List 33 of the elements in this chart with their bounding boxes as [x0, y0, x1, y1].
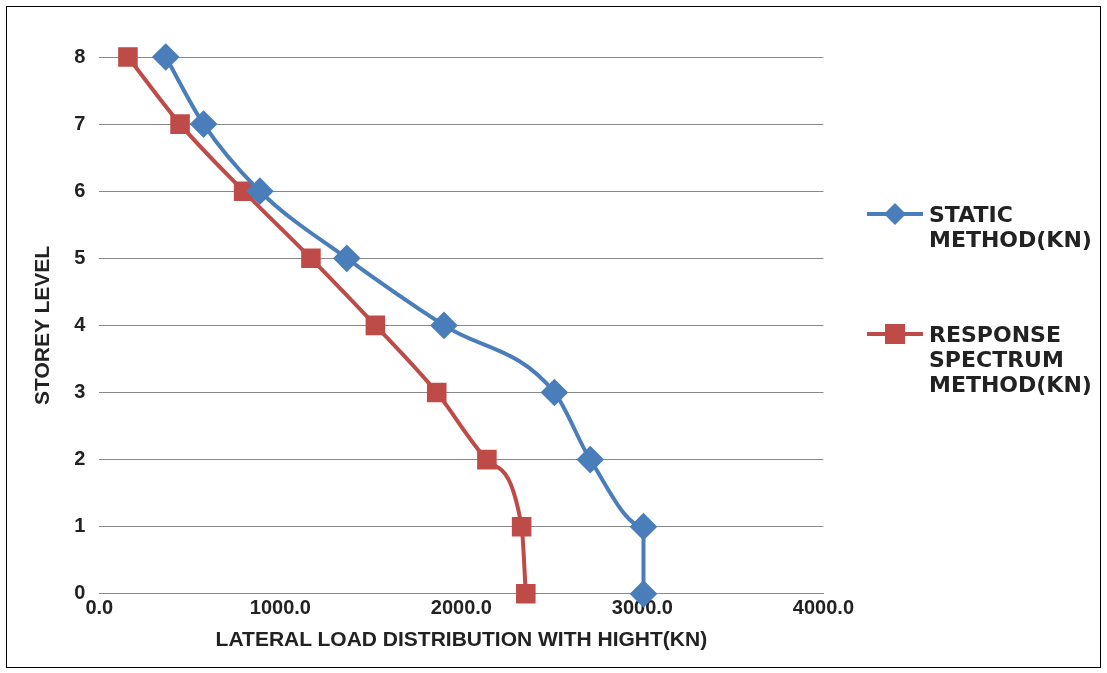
y-tick-label: 6 — [74, 178, 86, 201]
point — [511, 516, 532, 537]
point — [426, 382, 447, 403]
x-tick-label: 0.0 — [85, 596, 114, 619]
x-tick-label: 4000.0 — [792, 596, 854, 619]
y-axis-title: STOREY LEVEL — [30, 245, 54, 405]
point — [516, 584, 536, 604]
x-axis-title: LATERAL LOAD DISTRIBUTION WITH HIGHT(KN) — [215, 627, 708, 651]
point — [170, 114, 190, 134]
point — [118, 47, 138, 67]
y-tick-label: 0 — [74, 581, 86, 604]
point — [541, 379, 568, 406]
y-tick-label: 3 — [74, 380, 86, 403]
point — [630, 513, 657, 540]
y-tick-label: 5 — [74, 245, 86, 268]
legend-label: RESPONSE SPECTRUM METHOD(KN) — [929, 322, 1093, 397]
y-tick-label: 1 — [74, 514, 86, 537]
point — [333, 245, 360, 272]
point — [190, 111, 217, 138]
point — [301, 248, 321, 269]
point — [477, 449, 497, 470]
x-tick-label: 2000.0 — [430, 596, 492, 619]
legend-label: STATIC METHOD(KN) — [929, 202, 1093, 252]
x-tick-label: 1000.0 — [249, 596, 311, 619]
y-tick-label: 2 — [74, 447, 86, 470]
y-tick-label: 4 — [74, 312, 87, 335]
point — [246, 178, 273, 205]
point — [577, 446, 604, 473]
y-tick-label: 8 — [74, 44, 86, 67]
point — [430, 312, 457, 339]
point — [365, 315, 386, 336]
y-tick-label: 7 — [74, 111, 86, 134]
point — [152, 44, 179, 70]
